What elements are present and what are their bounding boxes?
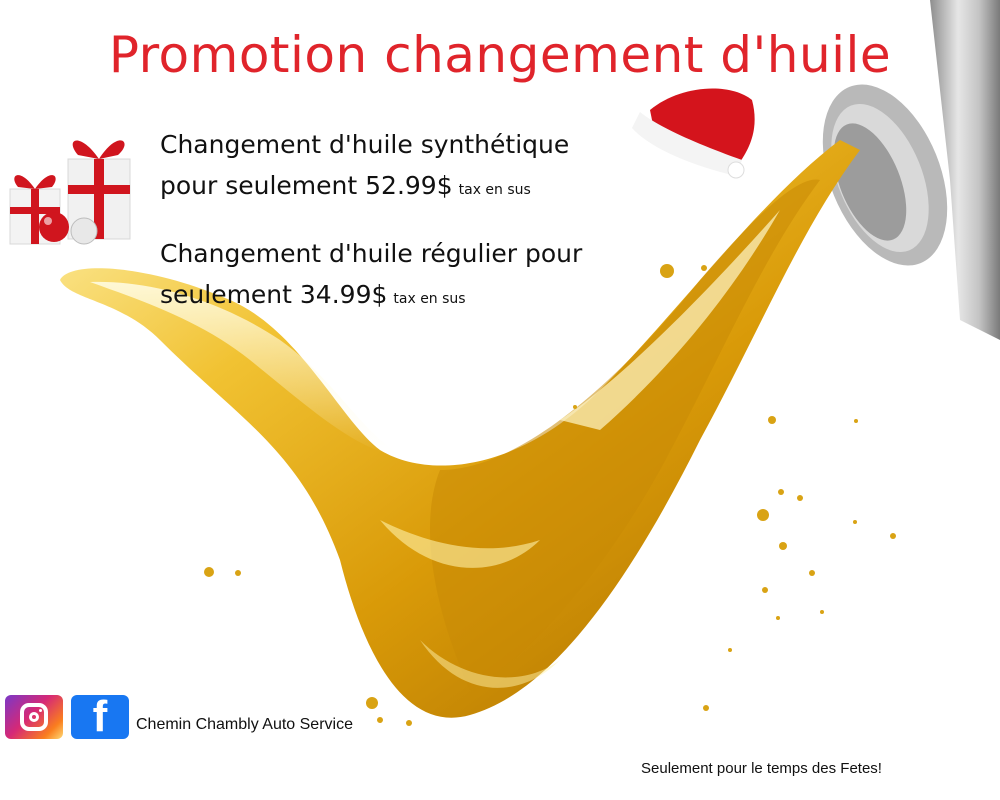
regular-offer-title: Changement d'huile régulier pour [160,239,583,268]
oil-droplets [204,264,896,726]
synthetic-offer-title: Changement d'huile synthétique [160,130,570,159]
page-title: Promotion changement d'huile [108,26,892,84]
gift-boxes-icon [0,119,144,260]
oil-stream [60,140,860,718]
business-name: Chemin Chambly Auto Service [136,716,353,733]
regular-offer-price: seulement 34.99$ [160,280,388,309]
santa-hat-icon [632,88,755,179]
holiday-note: Seulement pour le temps des Fetes! [641,760,882,777]
synthetic-offer: Changement d'huile synthétique pour seul… [160,124,569,211]
facebook-icon[interactable]: f [71,695,129,739]
regular-offer: Changement d'huile régulier pour seuleme… [160,233,582,320]
synthetic-offer-tax-note: tax en sus [458,182,531,198]
instagram-icon[interactable] [5,695,63,739]
regular-offer-tax-note: tax en sus [393,291,466,307]
synthetic-offer-price: pour seulement 52.99$ [160,171,453,200]
